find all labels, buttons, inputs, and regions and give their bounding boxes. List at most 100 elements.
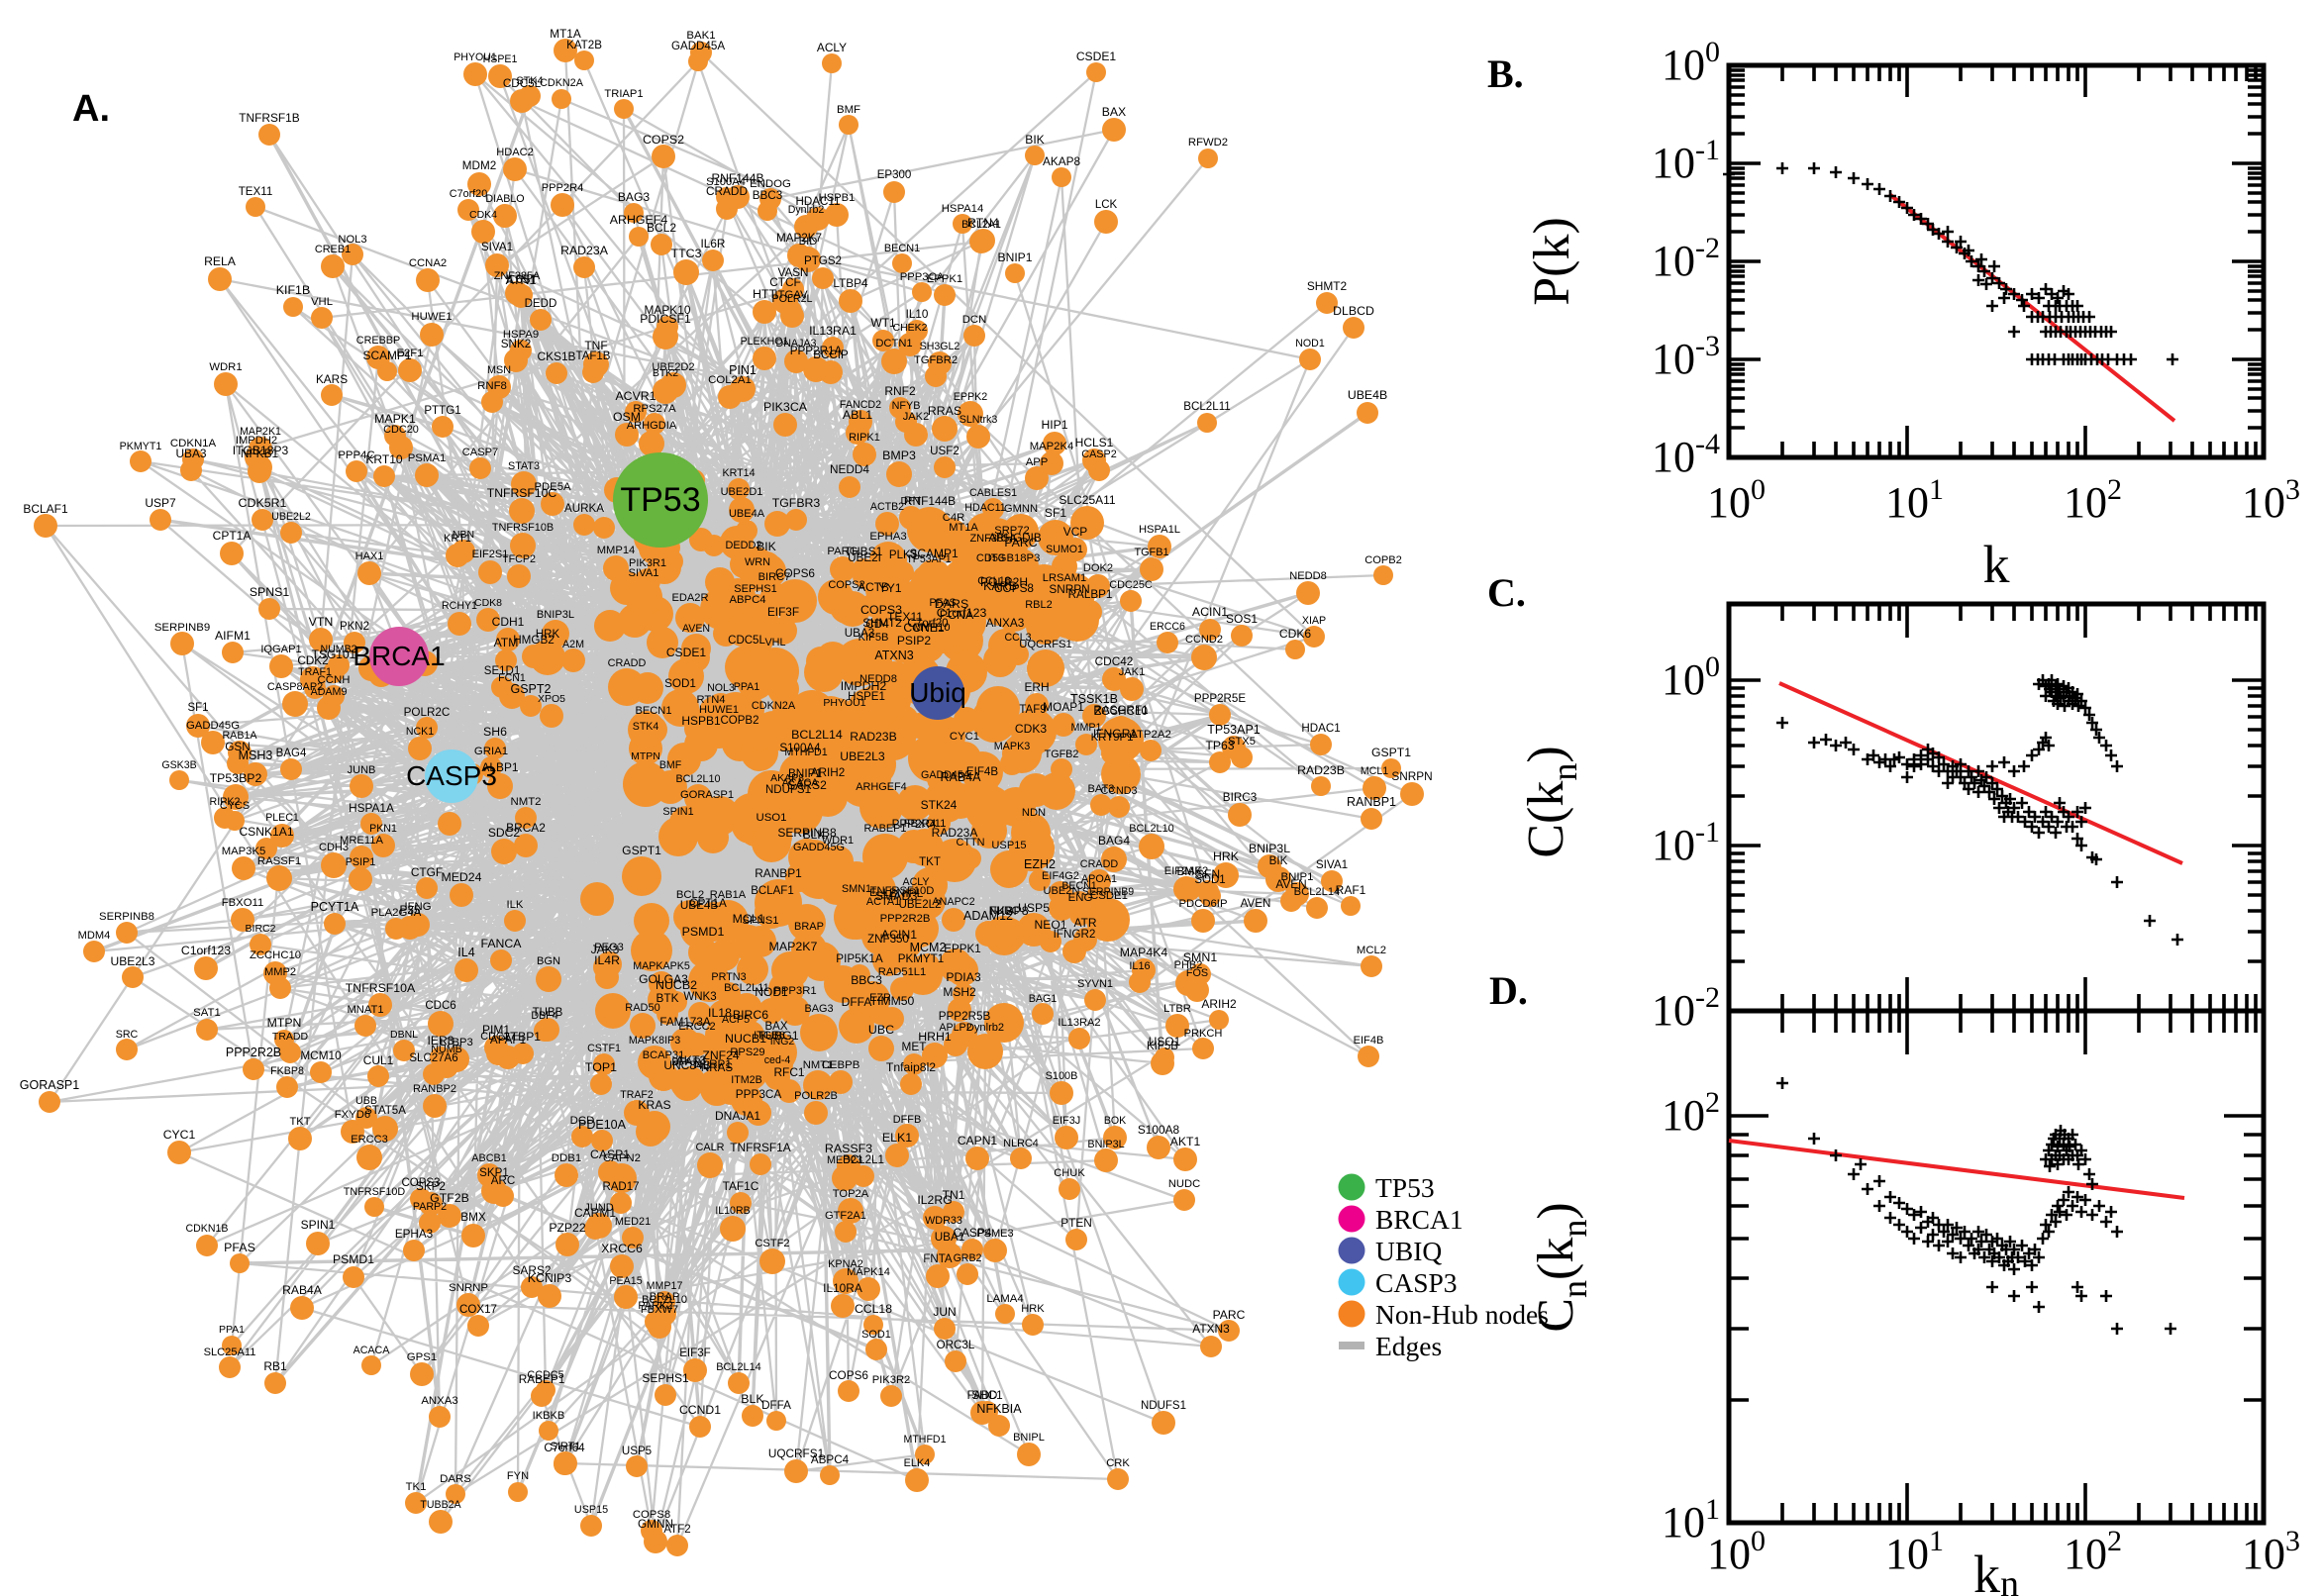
svg-text:ENDOG: ENDOG	[750, 178, 791, 190]
svg-text:PKMYT1: PKMYT1	[120, 441, 162, 452]
svg-text:ACACA: ACACA	[782, 777, 820, 789]
svg-text:PEA15: PEA15	[609, 1275, 642, 1287]
svg-text:DIABLO: DIABLO	[485, 193, 524, 205]
svg-text:ADAM12: ADAM12	[963, 909, 1013, 923]
svg-text:SLC25A11: SLC25A11	[204, 1347, 256, 1358]
svg-text:POLR2C: POLR2C	[404, 706, 451, 719]
svg-text:GRIA1: GRIA1	[474, 746, 508, 757]
svg-text:TSSK1B: TSSK1B	[1070, 692, 1118, 706]
svg-text:LRSAM1: LRSAM1	[1043, 572, 1086, 584]
svg-text:CDK8: CDK8	[474, 597, 502, 609]
svg-text:PPP2R2B: PPP2R2B	[226, 1046, 281, 1059]
svg-text:USF2: USF2	[930, 445, 960, 457]
svg-text:BNIP1: BNIP1	[998, 250, 1033, 264]
svg-text:IMPDH2: IMPDH2	[236, 435, 277, 447]
svg-text:THBS1: THBS1	[845, 545, 883, 558]
svg-text:TN1: TN1	[943, 1188, 965, 1202]
svg-text:TP63: TP63	[1205, 739, 1234, 752]
svg-text:BCL2: BCL2	[676, 889, 704, 901]
svg-text:RFC1: RFC1	[773, 1065, 804, 1079]
svg-text:SCAMP1: SCAMP1	[363, 349, 412, 362]
svg-text:BNIP3L: BNIP3L	[1249, 842, 1290, 855]
svg-text:RRAS: RRAS	[928, 404, 961, 418]
svg-text:PPP4C: PPP4C	[338, 449, 374, 461]
svg-text:BAX: BAX	[1102, 105, 1126, 119]
svg-text:CDC42: CDC42	[1095, 654, 1134, 668]
svg-text:SLC27A6: SLC27A6	[409, 1052, 457, 1064]
svg-text:CPT1A: CPT1A	[213, 529, 252, 543]
svg-text:RAB1A: RAB1A	[222, 730, 257, 742]
svg-text:ADAM9: ADAM9	[311, 686, 348, 698]
svg-text:HUWE1: HUWE1	[699, 704, 739, 716]
svg-text:PDCD6IP: PDCD6IP	[1179, 898, 1228, 910]
svg-text:TK1: TK1	[406, 1481, 427, 1493]
svg-text:ARHGDIB: ARHGDIB	[988, 532, 1041, 545]
svg-text:UBE4B: UBE4B	[1348, 388, 1387, 402]
svg-text:BCL2: BCL2	[647, 221, 676, 235]
svg-text:GMNN: GMNN	[638, 1517, 673, 1531]
svg-text:RCHY1: RCHY1	[442, 600, 477, 612]
svg-text:C4R: C4R	[943, 512, 965, 524]
svg-text:RAF1: RAF1	[1336, 883, 1366, 897]
svg-text:CREBBP: CREBBP	[356, 335, 400, 347]
svg-text:FBXW7: FBXW7	[641, 1304, 678, 1316]
svg-text:AKT3: AKT3	[676, 1053, 707, 1067]
svg-text:KPNA2: KPNA2	[828, 1258, 863, 1270]
svg-text:MYH10: MYH10	[914, 622, 951, 634]
svg-text:BRCA1: BRCA1	[353, 641, 445, 671]
svg-text:SPIN1: SPIN1	[301, 1218, 336, 1232]
svg-text:ARHGEF4: ARHGEF4	[856, 781, 906, 793]
svg-text:STK4: STK4	[516, 75, 543, 87]
svg-text:HSPA1L: HSPA1L	[1139, 524, 1180, 536]
svg-text:HCLS1: HCLS1	[1075, 436, 1114, 449]
svg-text:C.: C.	[1487, 570, 1526, 615]
svg-text:BNIPL: BNIPL	[889, 886, 924, 900]
svg-text:RPS29: RPS29	[730, 1047, 764, 1058]
svg-text:C7orf20: C7orf20	[907, 617, 948, 630]
svg-text:EIF4B: EIF4B	[966, 765, 998, 778]
svg-text:PSMD1: PSMD1	[682, 925, 725, 939]
svg-text:C1orf123: C1orf123	[181, 944, 231, 957]
svg-text:CALR: CALR	[695, 1142, 724, 1153]
svg-text:ACTB2: ACTB2	[870, 501, 904, 513]
svg-text:TIMM50: TIMM50	[870, 994, 915, 1008]
svg-text:ELK4: ELK4	[904, 1457, 931, 1469]
svg-text:GADD45A: GADD45A	[921, 769, 971, 781]
svg-text:SH3GL2: SH3GL2	[920, 341, 960, 352]
svg-text:PDE5A: PDE5A	[534, 481, 571, 493]
svg-text:Ubiq: Ubiq	[909, 677, 966, 708]
svg-text:CSDE1: CSDE1	[666, 646, 707, 659]
svg-text:ACLY: ACLY	[817, 41, 847, 54]
svg-text:BRCA1: BRCA1	[1375, 1204, 1464, 1235]
svg-text:BAT3: BAT3	[1088, 783, 1115, 795]
svg-text:WRN: WRN	[745, 556, 770, 568]
svg-text:Dynlrb2: Dynlrb2	[966, 1022, 1004, 1034]
svg-text:GSPT1: GSPT1	[1371, 746, 1411, 759]
svg-text:TUBG1: TUBG1	[758, 1029, 798, 1043]
svg-text:CAPN1: CAPN1	[958, 1134, 998, 1147]
svg-text:SKP1: SKP1	[479, 1166, 509, 1179]
svg-text:FKBP8: FKBP8	[270, 1065, 304, 1077]
svg-text:ACTA1: ACTA1	[866, 896, 900, 908]
svg-text:SLC25A11: SLC25A11	[1059, 493, 1115, 507]
svg-text:KIF5B: KIF5B	[858, 632, 889, 644]
svg-text:GTF2A1: GTF2A1	[825, 1210, 866, 1222]
svg-text:RPS27A: RPS27A	[633, 403, 676, 415]
svg-text:GORASP1: GORASP1	[680, 789, 734, 801]
svg-text:ABPC4: ABPC4	[811, 1453, 850, 1466]
svg-text:MCM10: MCM10	[300, 1048, 342, 1062]
svg-text:NOD1: NOD1	[1295, 338, 1325, 349]
svg-text:BAG4: BAG4	[276, 748, 307, 759]
svg-text:COL2A1: COL2A1	[708, 374, 752, 386]
svg-text:SYVN1: SYVN1	[1077, 978, 1113, 990]
svg-text:IL18: IL18	[708, 1006, 732, 1020]
svg-text:PPA1: PPA1	[219, 1324, 245, 1336]
svg-text:RANBP1: RANBP1	[755, 866, 802, 880]
svg-text:IMPDH2: IMPDH2	[841, 679, 887, 693]
svg-text:SHMT2: SHMT2	[1307, 279, 1348, 293]
svg-text:BCL2L1: BCL2L1	[843, 1153, 884, 1166]
svg-text:PCYT1A: PCYT1A	[311, 900, 359, 914]
svg-text:EIF4G2: EIF4G2	[1042, 870, 1079, 882]
svg-text:UBE2L2: UBE2L2	[899, 899, 942, 911]
svg-text:KRT1: KRT1	[444, 533, 471, 545]
